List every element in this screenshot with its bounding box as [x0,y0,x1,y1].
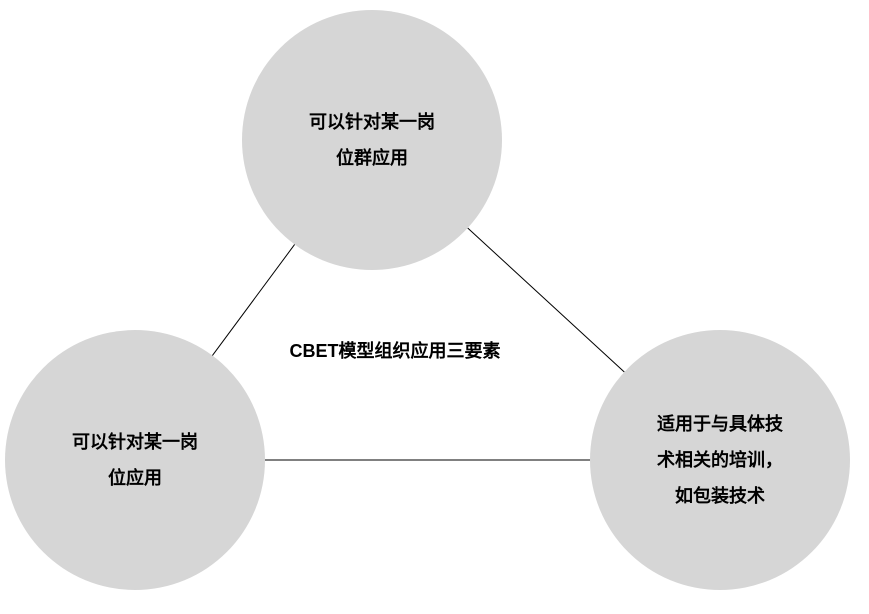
node-left: 可以针对某一岗 位应用 [5,330,265,590]
node-right-label: 适用于与具体技 术相关的培训， 如包装技术 [657,406,783,514]
diagram-canvas: 可以针对某一岗 位群应用 可以针对某一岗 位应用 适用于与具体技 术相关的培训，… [0,0,869,614]
node-left-label: 可以针对某一岗 位应用 [72,424,198,496]
edge-top-left [212,244,294,355]
node-top: 可以针对某一岗 位群应用 [242,10,502,270]
center-label: CBET模型组织应用三要素 [290,337,501,363]
node-right: 适用于与具体技 术相关的培训， 如包装技术 [590,330,850,590]
node-top-label: 可以针对某一岗 位群应用 [309,104,435,176]
